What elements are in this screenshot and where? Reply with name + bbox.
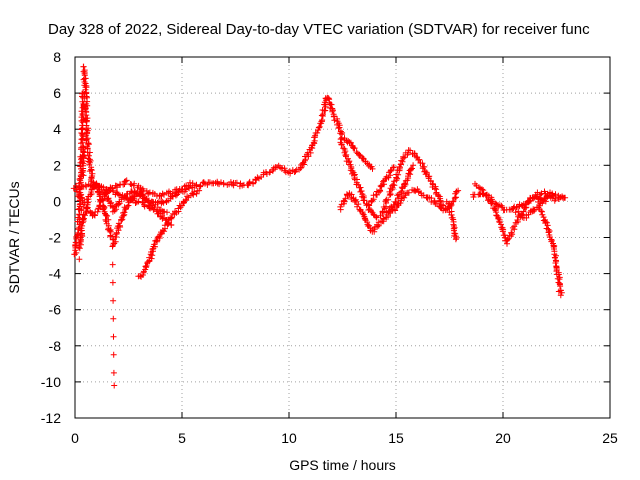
series-track xyxy=(383,162,417,216)
y-tick-label: 4 xyxy=(53,121,61,137)
data-points xyxy=(70,63,569,389)
y-tick-label: 6 xyxy=(53,85,61,101)
series-track xyxy=(76,144,88,263)
series-track xyxy=(472,180,549,247)
data-point-markers xyxy=(135,187,203,280)
data-point-markers xyxy=(512,189,569,221)
chart-title: Day 328 of 2022, Sidereal Day-to-day VTE… xyxy=(48,21,590,38)
series-track xyxy=(368,164,397,205)
y-tick-label: -4 xyxy=(49,266,62,282)
series-track xyxy=(73,177,196,219)
y-tick-label: 2 xyxy=(53,157,61,173)
y-tick-label: -6 xyxy=(49,302,62,318)
series-track xyxy=(443,198,460,243)
series-track xyxy=(135,187,203,280)
series-track xyxy=(337,135,380,221)
series-sdtvar xyxy=(70,63,569,389)
data-point-markers xyxy=(536,206,565,299)
data-point-markers xyxy=(70,94,376,210)
data-point-markers xyxy=(368,164,397,205)
y-tick-label: -10 xyxy=(41,374,61,390)
series-track xyxy=(70,94,376,210)
data-point-markers xyxy=(443,198,460,243)
data-point-markers xyxy=(76,144,88,263)
x-tick-label: 0 xyxy=(71,430,79,446)
x-tick-label: 25 xyxy=(602,430,618,446)
y-tick-label: 8 xyxy=(53,49,61,65)
series-track xyxy=(536,206,565,299)
data-point-markers xyxy=(73,177,196,219)
data-point-markers xyxy=(472,180,549,247)
axes: 0 5 10 15 20 25 -12 -10 -8 -6 -4 -2 0 2 4 6 8 xyxy=(41,49,618,446)
y-axis-label: SDTVAR / TECUs xyxy=(6,181,22,293)
y-tick-label: -2 xyxy=(49,230,62,246)
y-tick-label: 0 xyxy=(53,193,61,209)
series-track xyxy=(512,189,569,221)
x-tick-label: 10 xyxy=(281,430,297,446)
x-axis-label: GPS time / hours xyxy=(289,457,396,473)
x-tick-label: 5 xyxy=(178,430,186,446)
y-tick-label: -12 xyxy=(41,410,61,426)
data-point-markers xyxy=(383,162,417,216)
y-tick-label: -8 xyxy=(49,338,62,354)
series-track xyxy=(109,243,118,389)
x-tick-label: 20 xyxy=(495,430,511,446)
data-point-markers xyxy=(337,135,380,221)
x-tick-label: 15 xyxy=(388,430,404,446)
data-point-markers xyxy=(109,243,118,389)
